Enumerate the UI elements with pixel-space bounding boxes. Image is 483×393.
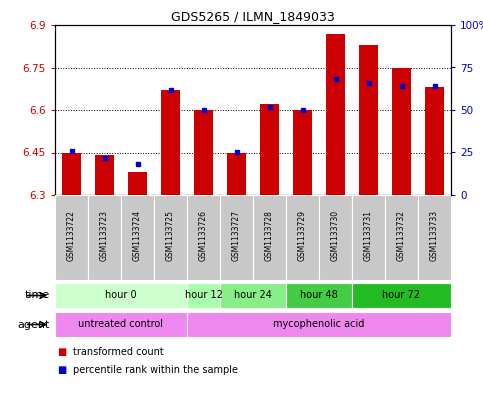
Text: GSM1133727: GSM1133727 (232, 210, 241, 261)
Bar (62, 152, 81, 195)
Bar (128, 173, 146, 195)
Bar (286, 195, 319, 280)
Text: GSM1133723: GSM1133723 (100, 210, 109, 261)
Text: GSM1133725: GSM1133725 (166, 210, 175, 261)
Text: untreated control: untreated control (79, 319, 164, 329)
Bar (418, 195, 451, 280)
Text: hour 0: hour 0 (105, 290, 137, 300)
Bar (286, 283, 352, 308)
Text: percentile rank within the sample: percentile rank within the sample (73, 365, 238, 375)
Text: mycophenolic acid: mycophenolic acid (273, 319, 365, 329)
Bar (187, 195, 220, 280)
Bar (227, 152, 245, 195)
Bar (55, 283, 187, 308)
Bar (55, 195, 88, 280)
Bar (96, 155, 114, 195)
Bar (220, 283, 286, 308)
Bar (187, 312, 451, 337)
Text: hour 48: hour 48 (300, 290, 338, 300)
Text: GSM1133733: GSM1133733 (430, 210, 439, 261)
Text: hour 72: hour 72 (383, 290, 421, 300)
Bar (359, 45, 378, 195)
Text: hour 12: hour 12 (185, 290, 223, 300)
Bar (352, 283, 451, 308)
Text: transformed count: transformed count (73, 347, 164, 357)
Text: GDS5265 / ILMN_1849033: GDS5265 / ILMN_1849033 (171, 10, 335, 23)
Text: GSM1133728: GSM1133728 (265, 210, 274, 261)
Bar (220, 195, 253, 280)
Bar (392, 68, 411, 195)
Bar (294, 110, 312, 195)
Text: GSM1133722: GSM1133722 (67, 210, 76, 261)
Bar (55, 312, 187, 337)
Bar (260, 104, 279, 195)
Bar (385, 195, 418, 280)
Text: ■: ■ (57, 365, 67, 375)
Text: GSM1133729: GSM1133729 (298, 210, 307, 261)
Text: ■: ■ (57, 347, 67, 357)
Bar (88, 195, 121, 280)
Bar (187, 283, 220, 308)
Text: GSM1133731: GSM1133731 (364, 210, 373, 261)
Text: time: time (25, 290, 50, 301)
Bar (426, 87, 443, 195)
Bar (327, 33, 344, 195)
Bar (161, 90, 180, 195)
Bar (253, 195, 286, 280)
Text: GSM1133724: GSM1133724 (133, 210, 142, 261)
Bar (195, 110, 213, 195)
Text: GSM1133726: GSM1133726 (199, 210, 208, 261)
Text: hour 24: hour 24 (234, 290, 272, 300)
Text: GSM1133732: GSM1133732 (397, 210, 406, 261)
Text: GSM1133730: GSM1133730 (331, 210, 340, 261)
Bar (154, 195, 187, 280)
Bar (319, 195, 352, 280)
Text: agent: agent (18, 320, 50, 329)
Bar (352, 195, 385, 280)
Bar (121, 195, 154, 280)
